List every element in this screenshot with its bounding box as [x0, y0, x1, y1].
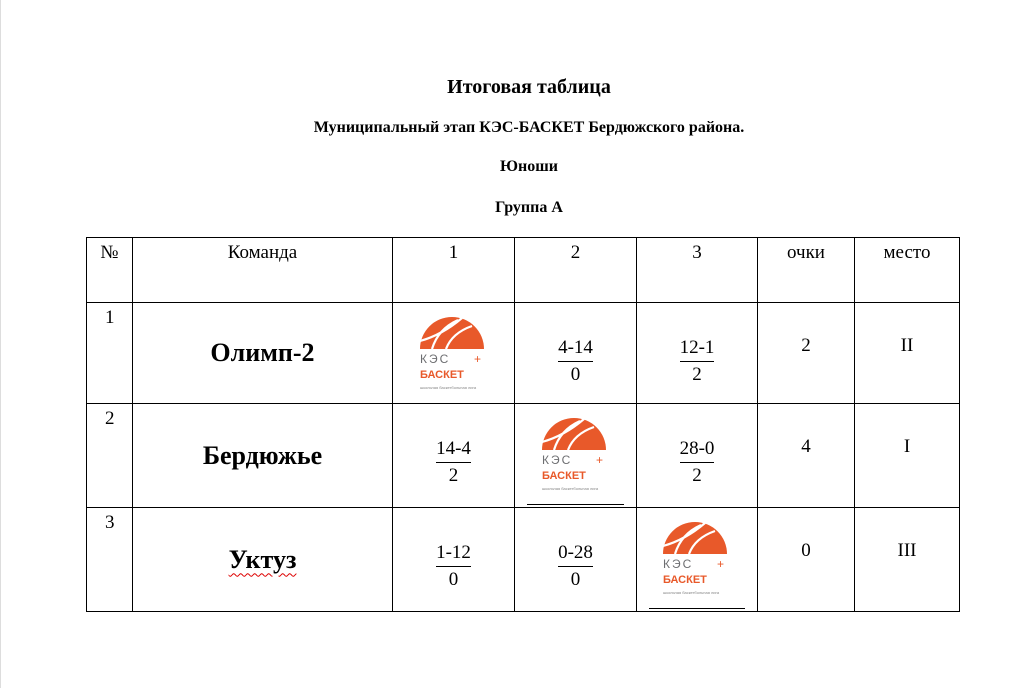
logo-plus: + — [474, 352, 481, 366]
header-cell: Команда — [132, 237, 393, 303]
total-points: 4 — [757, 403, 855, 508]
logo-plus: + — [596, 453, 603, 467]
kes-basket-logo: КЭС + БАСКЕТ школьная баскетбольная лига — [662, 522, 727, 595]
header-cell: 2 — [514, 237, 637, 303]
self-match-cell: КЭС + БАСКЕТ школьная баскетбольная лига — [514, 403, 637, 508]
basketball-shape — [663, 522, 727, 554]
header-cell: № — [86, 237, 133, 303]
logo-text-bottom: БАСКЕТ — [542, 470, 586, 482]
match-result-cell: 28-0 2 — [636, 403, 758, 508]
logo-tagline: школьная баскетбольная лига — [420, 385, 477, 390]
team-name-text: Уктуз — [228, 544, 297, 574]
match-result-cell: 0-28 0 — [514, 507, 637, 612]
kes-basket-logo: КЭС + БАСКЕТ школьная баскетбольная лига — [419, 317, 484, 390]
match-score: 0-28 — [558, 540, 593, 567]
team-name: Бердюжье — [132, 403, 393, 508]
match-score: 14-4 — [436, 436, 471, 463]
underline-divider — [527, 504, 624, 505]
match-result-cell: 12-1 2 — [636, 302, 758, 404]
table-header-row: № Команда 1 2 3 очки место — [86, 237, 960, 303]
table-row: 3 Уктуз 1-12 0 0-28 0 КЭС + БАСКЕТ школьная … — [86, 507, 960, 612]
match-points: 2 — [692, 465, 702, 486]
logo-text-bottom: БАСКЕТ — [663, 574, 707, 586]
logo-text-bottom: БАСКЕТ — [420, 369, 464, 381]
match-points: 0 — [570, 364, 581, 385]
results-table: № Команда 1 2 3 очки место 1 Олимп-2 КЭС… — [86, 237, 960, 612]
table-row: 2 Бердюжье 14-4 2 КЭС + БАСКЕТ школьная ба… — [86, 403, 960, 508]
match-points: 0 — [570, 569, 581, 590]
match-points: 2 — [448, 465, 459, 486]
place: II — [854, 302, 960, 404]
group-label: Группа А — [495, 199, 563, 216]
document-title: Итоговая таблица — [447, 76, 611, 98]
match-result-cell: 4-14 0 — [514, 302, 637, 404]
match-result-cell: 1-12 0 — [392, 507, 515, 612]
self-match-cell: КЭС + БАСКЕТ школьная баскетбольная лига — [392, 302, 515, 404]
team-name-text: Олимп-2 — [210, 338, 315, 367]
team-name: Олимп-2 — [132, 302, 393, 404]
category-label: Юноши — [500, 158, 558, 175]
match-score: 28-0 — [679, 436, 715, 463]
underline-divider — [649, 608, 745, 609]
logo-text-top: КЭС — [663, 557, 693, 571]
team-name: Уктуз — [132, 507, 393, 612]
logo-plus: + — [717, 557, 724, 571]
match-result-cell: 14-4 2 — [392, 403, 515, 508]
row-number: 3 — [86, 507, 133, 612]
match-score: 12-1 — [679, 335, 715, 362]
row-number: 2 — [86, 403, 133, 508]
header-cell: очки — [757, 237, 855, 303]
logo-tagline: школьная баскетбольная лига — [542, 486, 599, 491]
logo-tagline: школьная баскетбольная лига — [663, 590, 720, 595]
self-match-cell: КЭС + БАСКЕТ школьная баскетбольная лига — [636, 507, 758, 612]
header-cell: место — [854, 237, 960, 303]
total-points: 0 — [757, 507, 855, 612]
place: III — [854, 507, 960, 612]
header-cell: 3 — [636, 237, 758, 303]
team-name-text: Бердюжье — [202, 440, 323, 470]
document-subtitle: Муниципальный этап КЭС-БАСКЕТ Бердюжског… — [313, 119, 745, 136]
basketball-shape — [419, 317, 484, 349]
match-score: 4-14 — [558, 335, 593, 362]
match-points: 0 — [448, 569, 459, 590]
total-points: 2 — [757, 302, 855, 404]
header-cell: 1 — [392, 237, 515, 303]
row-number: 1 — [86, 302, 133, 404]
match-points: 2 — [692, 364, 702, 385]
logo-text-top: КЭС — [542, 453, 572, 467]
place: I — [854, 403, 960, 508]
kes-basket-logo: КЭС + БАСКЕТ школьная баскетбольная лига — [541, 418, 606, 491]
table-row: 1 Олимп-2 КЭС + БАСКЕТ школьная баскетбо… — [86, 302, 960, 404]
logo-text-top: КЭС — [420, 352, 450, 366]
basketball-shape — [541, 418, 606, 450]
match-score: 1-12 — [436, 540, 471, 567]
